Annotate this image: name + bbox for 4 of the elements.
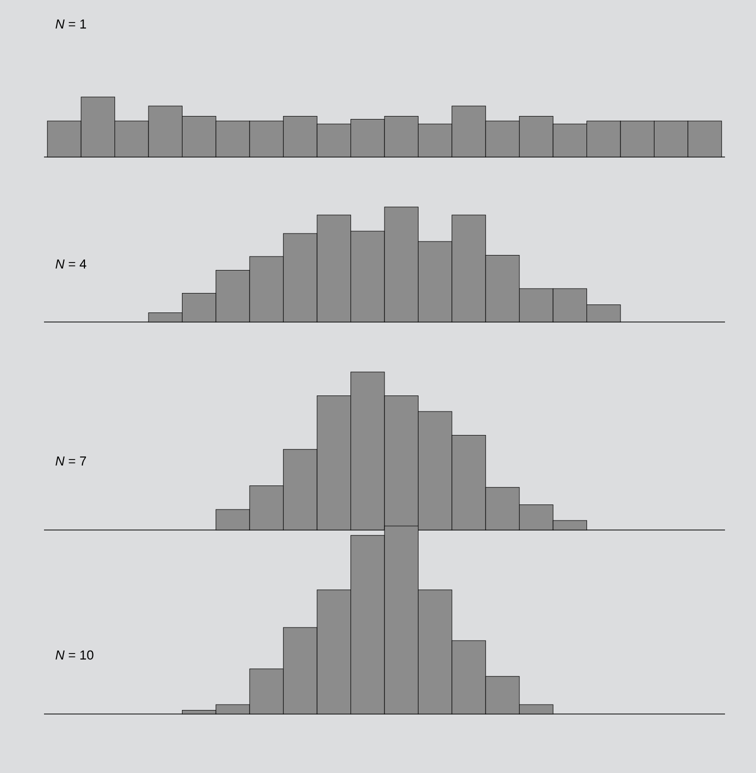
chart-title: N = 1 bbox=[56, 20, 86, 28]
text: N = 4 bbox=[56, 260, 86, 268]
text: N = 10 bbox=[56, 650, 94, 660]
text: N = 7 bbox=[56, 456, 86, 466]
